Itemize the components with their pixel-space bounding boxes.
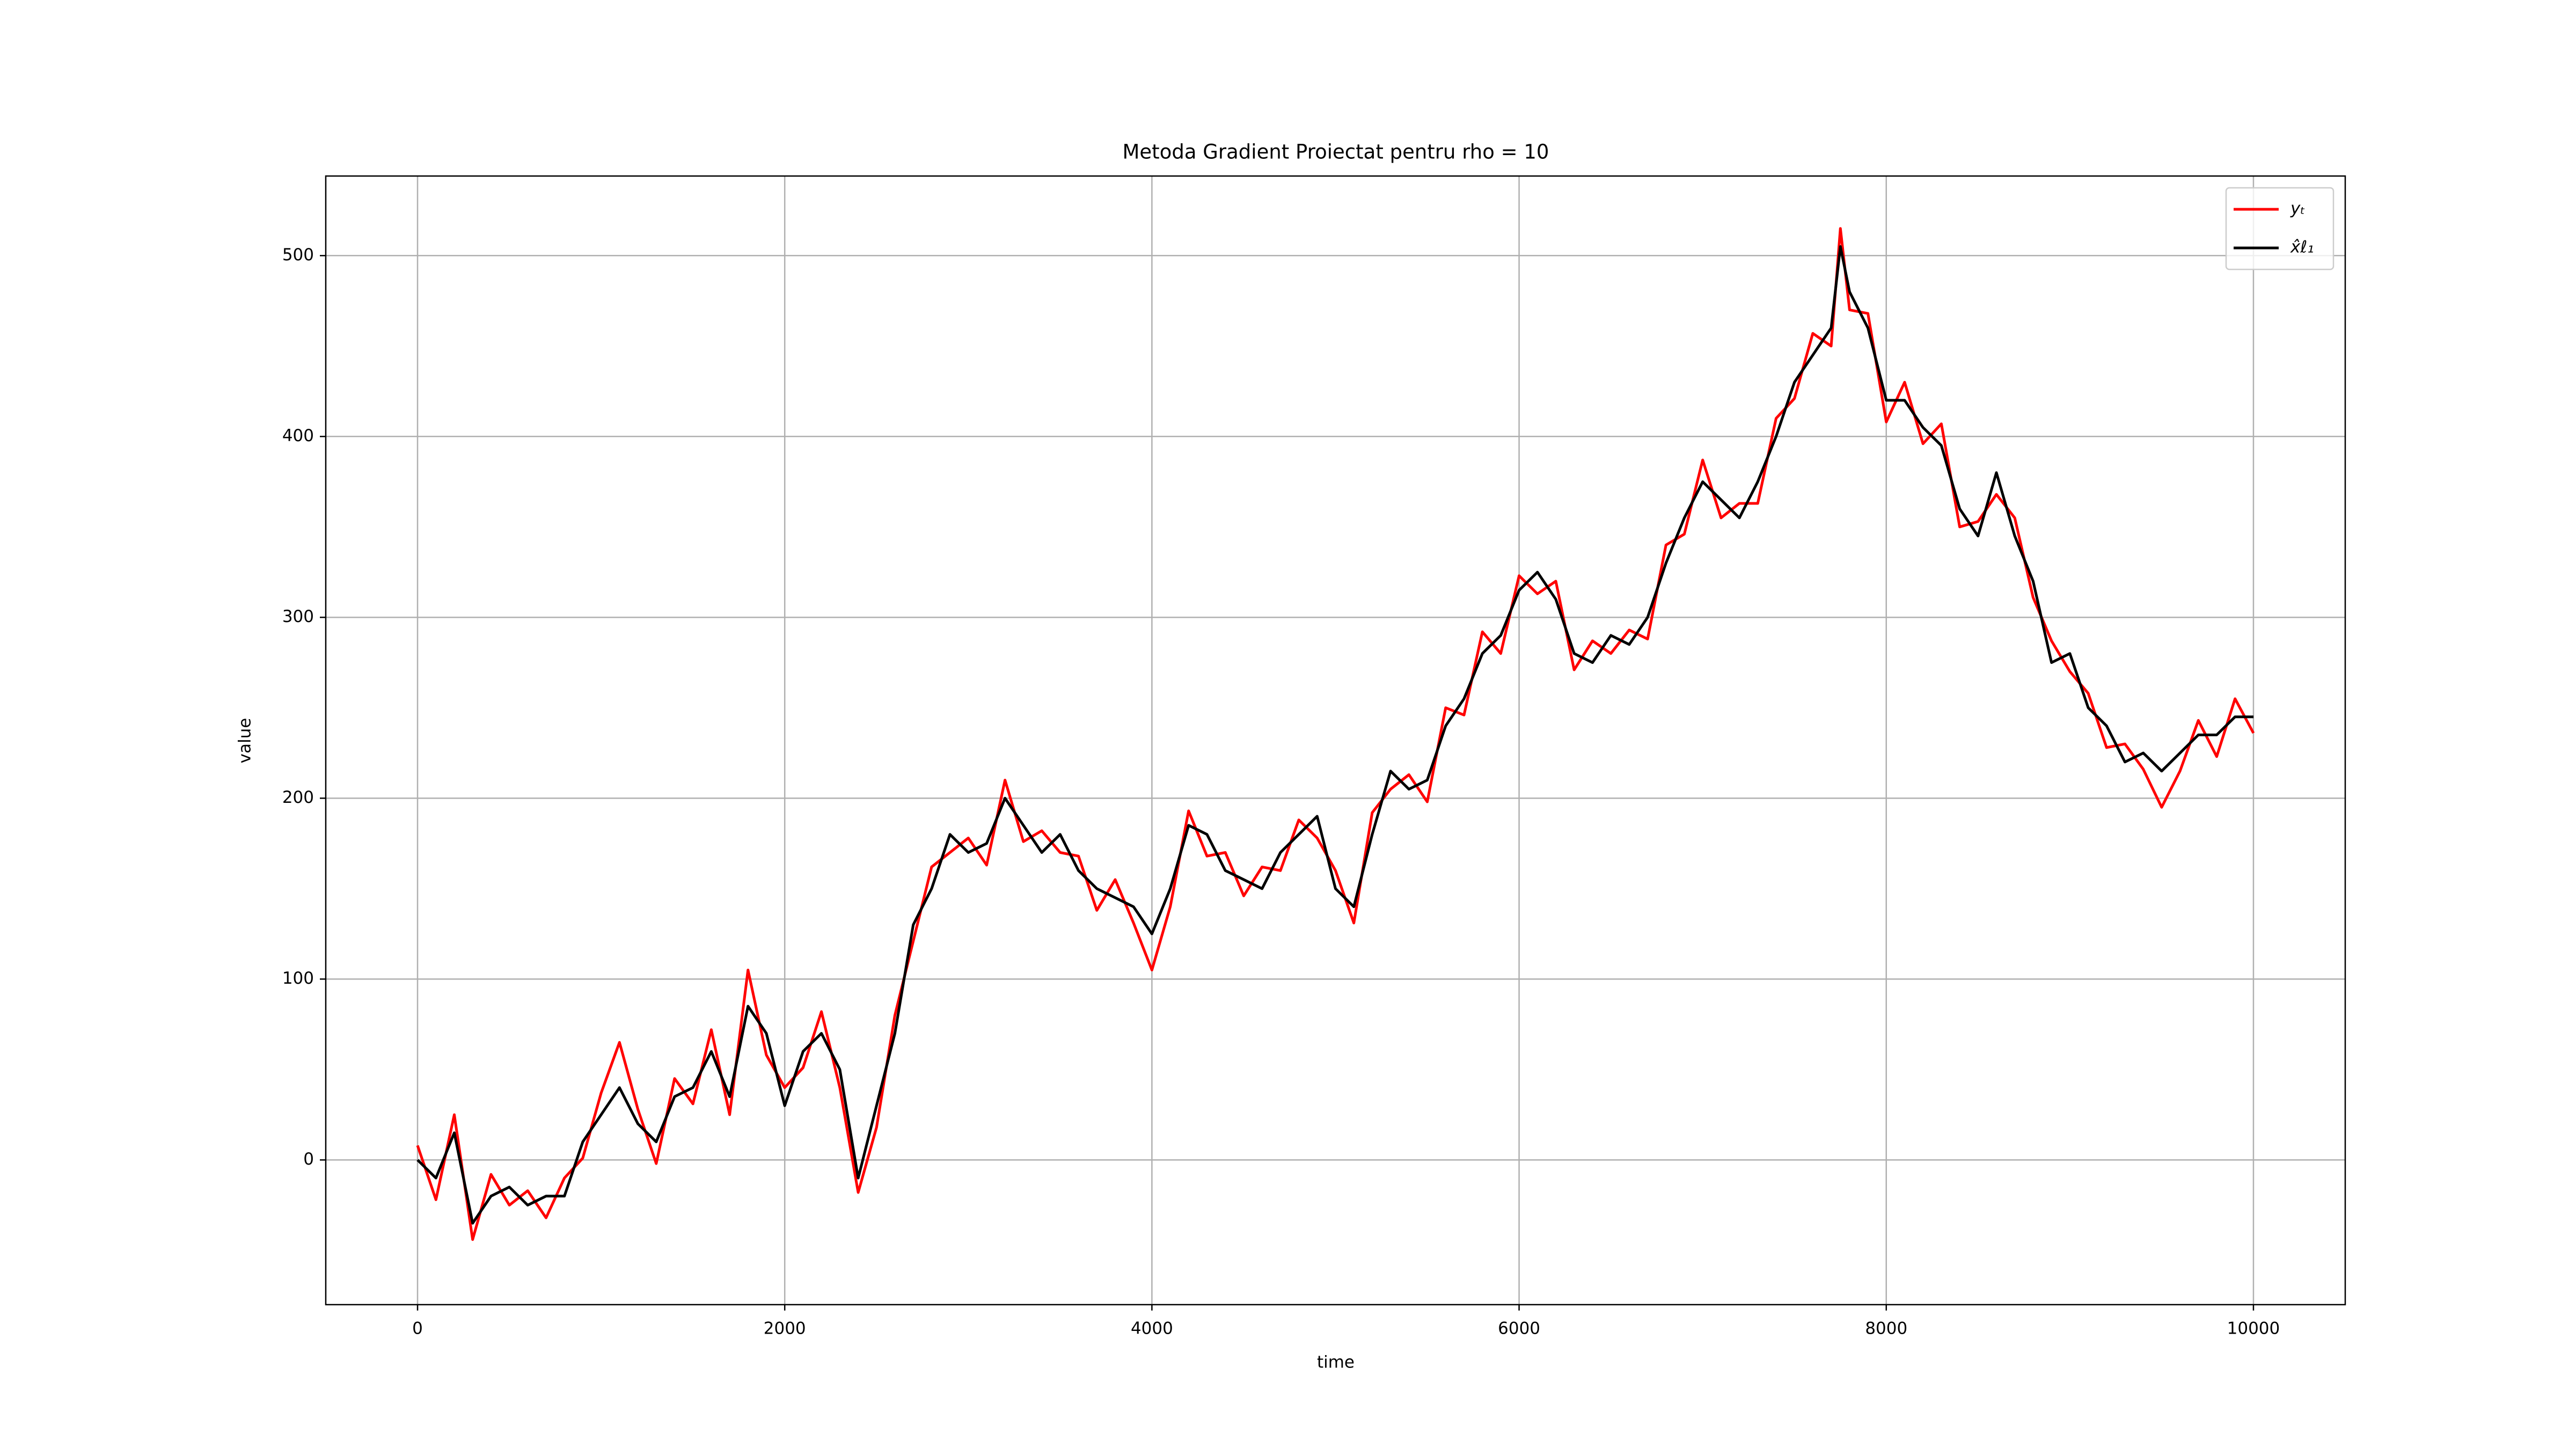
y-tick-label: 0 (303, 1150, 314, 1169)
x-axis-label: time (1317, 1353, 1355, 1372)
y-tick-label: 500 (282, 245, 314, 265)
y-tick-label: 400 (282, 426, 314, 445)
x-tick-label: 4000 (1131, 1319, 1173, 1338)
x-tick-label: 2000 (764, 1319, 806, 1338)
series-line (416, 245, 2253, 1225)
x-tick-label: 6000 (1498, 1319, 1540, 1338)
y-tick-label: 200 (282, 788, 314, 807)
x-tick-label: 8000 (1865, 1319, 1907, 1338)
legend-box (2225, 187, 2334, 270)
x-tick-label: 10000 (2227, 1319, 2280, 1338)
legend-label: yₜ (2290, 199, 2306, 218)
y-tick-label: 300 (282, 607, 314, 626)
x-tick-label: 0 (412, 1319, 423, 1338)
chart-title: Metoda Gradient Proiectat pentru rho = 1… (1123, 141, 1549, 164)
y-axis-label: value (236, 718, 255, 764)
legend-label: x̂ℓ₁ (2290, 238, 2314, 257)
plot-frame (325, 175, 2346, 1306)
y-tick-label: 100 (282, 969, 314, 988)
